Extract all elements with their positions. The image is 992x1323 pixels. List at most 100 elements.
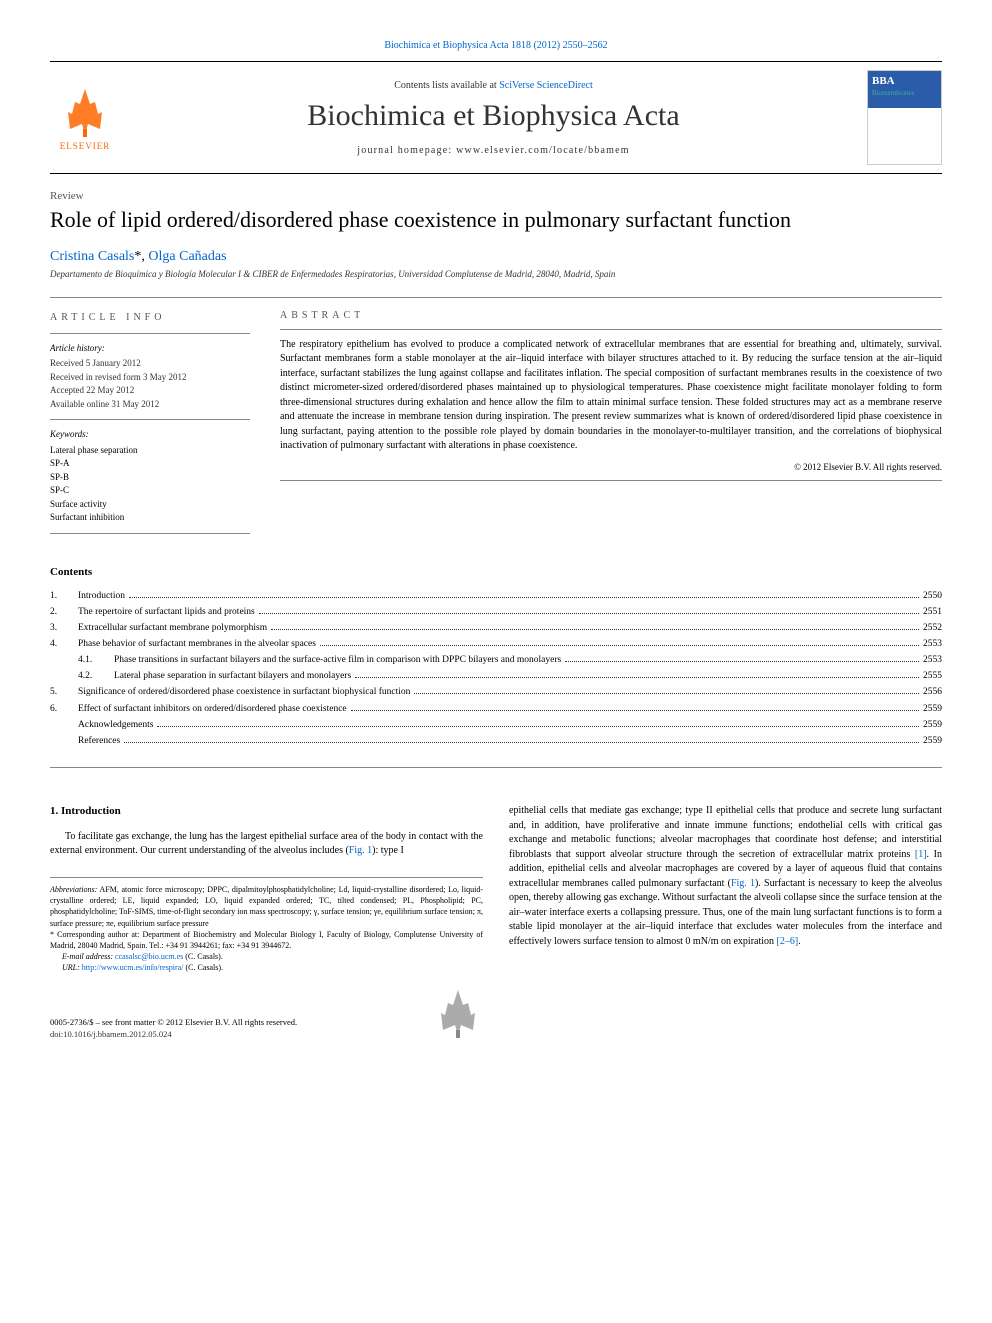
body-paragraph: To facilitate gas exchange, the lung has… [50,830,483,859]
toc-num: 5. [50,684,78,700]
toc-num: 1. [50,588,78,604]
toc-num: 6. [50,701,78,717]
sciverse-link[interactable]: SciVerse ScienceDirect [499,80,593,91]
doi: doi:10.1016/j.bbamem.2012.05.024 [50,1029,297,1041]
toc-num: 4. [50,636,78,652]
contents-heading: Contents [50,566,942,578]
body-left-column: 1. Introduction To facilitate gas exchan… [50,776,483,1040]
section-heading-introduction: 1. Introduction [50,804,483,820]
abstract-copyright: © 2012 Elsevier B.V. All rights reserved… [280,462,942,472]
divider [50,419,250,420]
toc-dots [355,677,919,678]
toc-label: Phase transitions in surfactant bilayers… [114,652,561,668]
toc-dots [565,661,919,662]
citation-link[interactable]: Biochimica et Biophysica Acta 1818 (2012… [50,40,942,51]
abbreviations-note: Abbreviations: AFM, atomic force microsc… [50,884,483,929]
toc-page: 2559 [923,733,942,749]
elsevier-tree-icon [433,985,483,1040]
front-matter-line: 0005-2736/$ – see front matter © 2012 El… [50,1017,297,1029]
toc-row[interactable]: Acknowledgements 2559 [50,717,942,733]
toc-subnum: 4.2. [78,668,114,684]
toc-subnum: 4.1. [78,652,114,668]
toc-row[interactable]: References 2559 [50,733,942,749]
citation-ref[interactable]: [1] [915,849,927,860]
url-link[interactable]: http://www.ucm.es/info/respira/ [82,963,184,972]
toc-page: 2552 [923,620,942,636]
keyword: SP-A [50,457,250,471]
toc-label: Extracellular surfactant membrane polymo… [78,620,267,636]
author-link-1[interactable]: Cristina Casals [50,249,134,264]
toc-row[interactable]: 4.1.Phase transitions in surfactant bila… [50,652,942,668]
toc-label: Phase behavior of surfactant membranes i… [78,636,316,652]
history-online: Available online 31 May 2012 [50,398,250,412]
url-note: URL: http://www.ucm.es/info/respira/ (C.… [50,962,483,973]
abstract-heading: ABSTRACT [280,310,942,321]
toc-row[interactable]: 1.Introduction2550 [50,588,942,604]
figure-ref[interactable]: Fig. 1 [731,878,755,889]
divider [50,333,250,334]
keyword: Lateral phase separation [50,444,250,458]
toc-page: 2556 [923,684,942,700]
affiliation: Departamento de Bioquímica y Biología Mo… [50,269,942,279]
footnotes: Abbreviations: AFM, atomic force microsc… [50,877,483,974]
keyword: SP-B [50,471,250,485]
elsevier-logo: ELSEVIER [50,78,120,158]
toc-label: Effect of surfactant inhibitors on order… [78,701,347,717]
email-note: E-mail address: ccasalsc@bio.ucm.es (C. … [50,951,483,962]
authors: Cristina Casals*, Olga Cañadas [50,249,942,265]
toc-page: 2550 [923,588,942,604]
page-footer: 0005-2736/$ – see front matter © 2012 El… [50,985,483,1040]
divider [50,297,942,298]
journal-homepage: journal homepage: www.elsevier.com/locat… [120,145,867,156]
toc-num: 2. [50,604,78,620]
contents-lists-line: Contents lists available at SciVerse Sci… [120,80,867,91]
body-right-column: epithelial cells that mediate gas exchan… [509,776,942,1040]
figure-ref[interactable]: Fig. 1 [349,845,372,856]
header-center: Contents lists available at SciVerse Sci… [120,80,867,156]
toc-dots [320,645,919,646]
toc-dots [129,597,919,598]
toc-row[interactable]: 4.2.Lateral phase separation in surfacta… [50,668,942,684]
abstract-column: ABSTRACT The respiratory epithelium has … [280,310,942,542]
toc-dots [351,710,919,711]
keyword: Surface activity [50,498,250,512]
citation-ref[interactable]: [2–6] [777,936,799,947]
keyword: Surfactant inhibition [50,511,250,525]
keyword: SP-C [50,484,250,498]
toc-label: Significance of ordered/disordered phase… [78,684,410,700]
article-info-heading: ARTICLE INFO [50,310,250,325]
toc-row[interactable]: 2.The repertoire of surfactant lipids an… [50,604,942,620]
toc-dots [124,742,919,743]
journal-cover-thumbnail: BBA Biomembranes [867,70,942,165]
article-type: Review [50,190,942,202]
article-title: Role of lipid ordered/disordered phase c… [50,206,942,235]
toc-row[interactable]: 6.Effect of surfactant inhibitors on ord… [50,701,942,717]
toc-dots [414,693,919,694]
toc-label: The repertoire of surfactant lipids and … [78,604,255,620]
toc-row[interactable]: 4.Phase behavior of surfactant membranes… [50,636,942,652]
toc-page: 2559 [923,717,942,733]
toc-label: Acknowledgements [78,717,153,733]
toc-row[interactable]: 3.Extracellular surfactant membrane poly… [50,620,942,636]
toc-num: 3. [50,620,78,636]
author-link-2[interactable]: Olga Cañadas [148,249,226,264]
toc-label: References [78,733,120,749]
toc-dots [157,726,919,727]
toc-page: 2553 [923,636,942,652]
toc-dots [271,629,919,630]
toc-row[interactable]: 5.Significance of ordered/disordered pha… [50,684,942,700]
cover-subtitle: Biomembranes [872,89,914,97]
divider [280,329,942,330]
history-received: Received 5 January 2012 [50,357,250,371]
toc-page: 2551 [923,604,942,620]
toc-dots [259,613,919,614]
article-info-column: ARTICLE INFO Article history: Received 5… [50,310,250,542]
toc-page: 2559 [923,701,942,717]
toc-label: Lateral phase separation in surfactant b… [114,668,351,684]
keywords-heading: Keywords: [50,428,250,442]
cover-bba-text: BBA [872,75,895,87]
history-accepted: Accepted 22 May 2012 [50,384,250,398]
divider [50,533,250,534]
email-link[interactable]: ccasalsc@bio.ucm.es [115,952,183,961]
history-heading: Article history: [50,342,250,356]
